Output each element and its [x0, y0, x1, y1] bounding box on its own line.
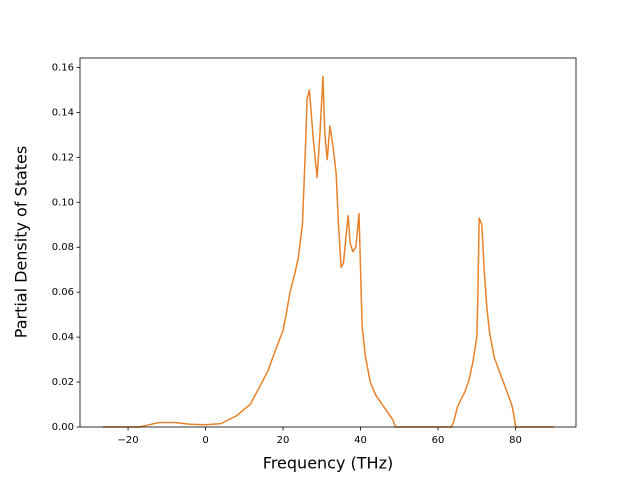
y-tick-label: 0.06: [52, 287, 74, 298]
x-tick-label: −20: [117, 435, 138, 446]
plot-frame: [79, 57, 577, 428]
x-tick-label: 20: [277, 435, 290, 446]
x-tick-label: 40: [354, 435, 367, 446]
y-axis-label: Partial Density of States: [12, 146, 31, 338]
y-tick-label: 0.02: [52, 377, 74, 388]
data-line: [102, 75, 555, 428]
y-tick-label: 0.12: [52, 152, 74, 163]
x-tick-label: 60: [432, 435, 445, 446]
x-tick-label: 80: [509, 435, 522, 446]
y-tick-label: 0.08: [52, 242, 74, 253]
y-tick-label: 0.00: [52, 422, 74, 433]
y-tick-label: 0.10: [52, 197, 74, 208]
y-tick-label: 0.16: [52, 62, 74, 73]
y-tick-label: 0.14: [52, 107, 74, 118]
y-tick-label: 0.04: [52, 332, 74, 343]
x-axis-label: Frequency (THz): [263, 454, 393, 473]
x-tick-label: 0: [202, 435, 208, 446]
